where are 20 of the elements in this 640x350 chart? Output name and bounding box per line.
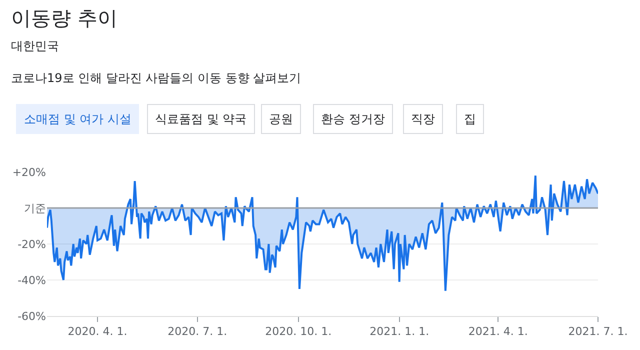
chart-subtitle: 대한민국 (11, 39, 59, 53)
text: 공원 (269, 112, 293, 126)
x-tick-label: 2021. 7. 1. (568, 325, 628, 338)
y-tick-label: -20% (18, 238, 46, 251)
text: 소매점 및 여가 시설 (24, 112, 132, 126)
x-tick-label: 2021. 4. 1. (468, 325, 528, 338)
x-tick-label: 2020. 10. 1. (265, 325, 332, 338)
text: 식료품점 및 약국 (155, 112, 247, 126)
text: 환승 정거장 (321, 112, 385, 126)
text: 직장 (411, 112, 435, 126)
text: 집 (464, 112, 476, 126)
y-tick-label: +20% (12, 166, 46, 179)
text: 코로나19로 인해 달라진 사람들의 이동 동향 살펴보기 (11, 71, 302, 85)
x-tick-label: 2020. 4. 1. (68, 325, 128, 338)
y-tick-label: 기준 (24, 202, 46, 215)
chart-title: 이동량 추이 (11, 6, 118, 30)
y-tick-label: -60% (18, 310, 46, 323)
x-tick-label: 2020. 7. 1. (168, 325, 228, 338)
x-tick-label: 2021. 1. 1. (370, 325, 430, 338)
y-tick-label: -40% (18, 274, 46, 287)
